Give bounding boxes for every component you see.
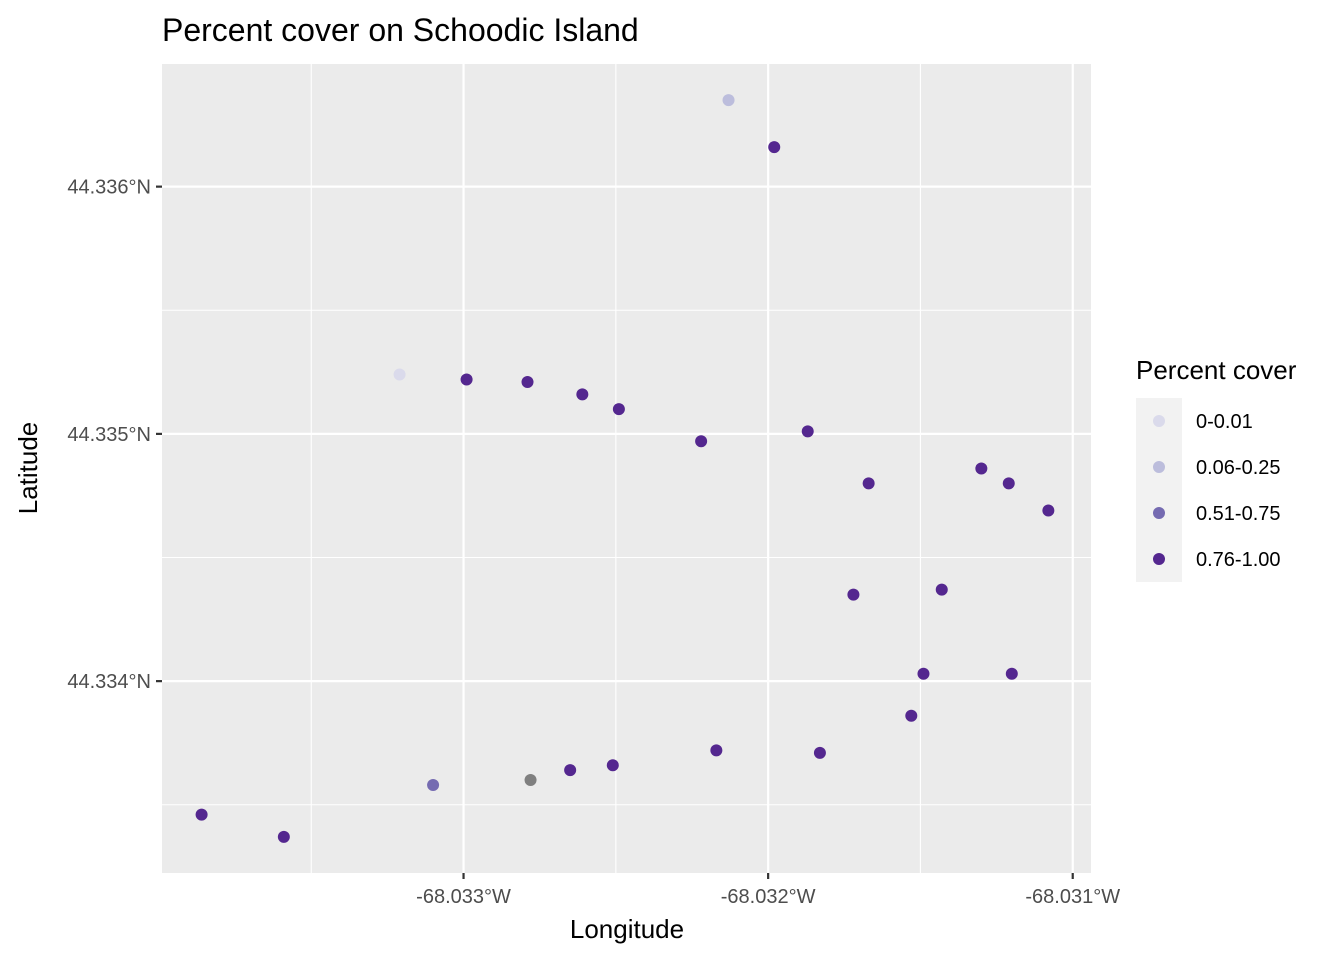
data-point: [1002, 477, 1015, 490]
data-point: [393, 368, 406, 381]
data-point: [722, 94, 735, 107]
data-points: [195, 94, 1055, 843]
data-point: [195, 808, 208, 821]
plot-panel: [162, 64, 1091, 873]
data-point: [460, 373, 473, 386]
legend-key-background: [1136, 398, 1182, 582]
x-tick-label: -68.031°W: [1025, 886, 1120, 908]
legend: Percent cover 0-0.01 0.06-0.25 0.51-0.75 0.…: [1136, 355, 1297, 582]
data-point: [905, 709, 918, 722]
data-point: [862, 477, 875, 490]
data-point: [935, 583, 948, 596]
data-point: [813, 746, 826, 759]
data-point: [710, 744, 723, 757]
data-point: [612, 403, 625, 416]
data-point: [606, 759, 619, 772]
chart-title: Percent cover on Schoodic Island: [162, 12, 639, 48]
legend-label: 0.76-1.00: [1196, 549, 1281, 571]
data-point: [975, 462, 988, 475]
data-point: [564, 764, 577, 777]
data-point: [1005, 667, 1018, 680]
y-tick-label: 44.336°N: [67, 177, 151, 199]
major-gridlines: [162, 64, 1091, 873]
y-tick-label: 44.334°N: [67, 671, 151, 693]
x-tick-label: -68.033°W: [416, 886, 511, 908]
data-point: [801, 425, 814, 438]
data-point: [847, 588, 860, 601]
minor-gridlines: [162, 64, 1091, 873]
data-point: [917, 667, 930, 680]
legend-title: Percent cover: [1136, 355, 1297, 385]
data-point: [695, 435, 708, 448]
legend-key: [1153, 553, 1165, 565]
data-point: [576, 388, 589, 401]
legend-label: 0.51-0.75: [1196, 503, 1281, 525]
legend-key: [1153, 461, 1165, 473]
data-point: [427, 778, 440, 791]
x-axis: -68.033°W -68.032°W -68.031°W: [416, 873, 1120, 908]
data-point: [1042, 504, 1055, 517]
data-point: [768, 141, 781, 154]
legend-label: 0.06-0.25: [1196, 457, 1281, 479]
data-point: [524, 774, 537, 787]
data-point: [521, 375, 534, 388]
y-tick-label: 44.335°N: [67, 424, 151, 446]
legend-key: [1153, 507, 1165, 519]
legend-key: [1153, 415, 1165, 427]
legend-label: 0-0.01: [1196, 411, 1253, 433]
y-axis: 44.334°N 44.335°N 44.336°N: [67, 177, 162, 693]
x-tick-label: -68.032°W: [721, 886, 816, 908]
data-point: [277, 830, 290, 843]
y-axis-title: Latitude: [13, 422, 43, 515]
x-axis-title: Longitude: [570, 914, 684, 944]
